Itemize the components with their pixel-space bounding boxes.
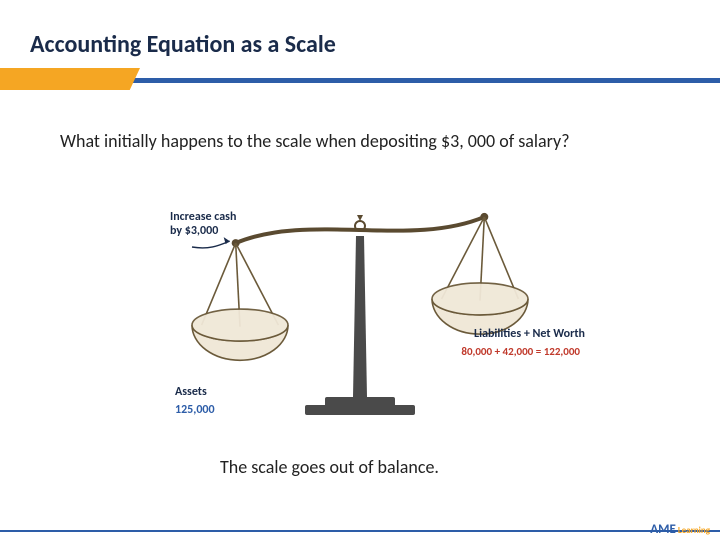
brand-logo: AMELearning	[650, 522, 710, 537]
scale-figure: Increase cash by $3,000 Assets 125,000 L…	[170, 175, 550, 435]
assets-label: Assets	[175, 385, 207, 399]
increase-line1: Increase cash	[170, 210, 236, 224]
footer-bar: AMELearning	[0, 520, 720, 540]
conclusion-text: The scale goes out of balance.	[220, 456, 439, 478]
assets-value: 125,000	[175, 403, 215, 417]
liabilities-networth-value: 80,000 + 42,000 = 122,000	[461, 345, 580, 358]
brand-learning: Learning	[678, 525, 710, 536]
brand-ame: AME	[650, 522, 676, 537]
increase-line2: by $3,000	[170, 224, 218, 238]
liabilities-networth-label: Liabilities + Net Worth	[474, 327, 585, 341]
slide-title: Accounting Equation as a Scale	[30, 30, 336, 59]
increase-cash-label: Increase cash by $3,000	[170, 210, 236, 239]
question-text: What initially happens to the scale when…	[60, 130, 570, 152]
footer-divider	[0, 530, 720, 532]
title-divider	[0, 68, 720, 90]
slide-root: Accounting Equation as a Scale What init…	[0, 0, 720, 540]
divider-orange	[0, 68, 140, 90]
